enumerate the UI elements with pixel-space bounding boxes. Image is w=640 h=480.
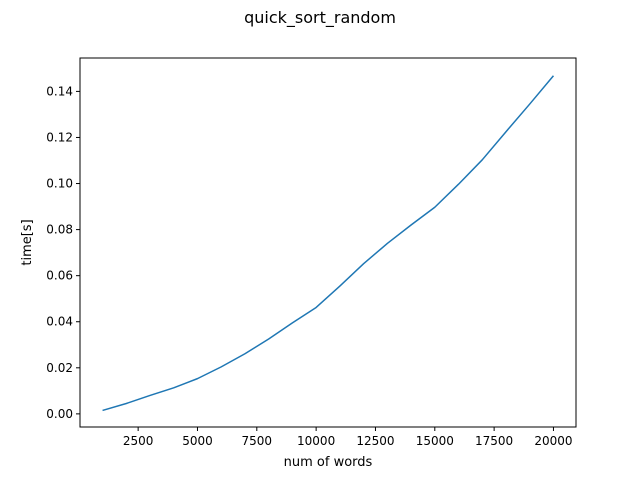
x-tick-label: 2500	[123, 434, 154, 448]
x-tick-label: 5000	[182, 434, 213, 448]
x-axis-ticks: 2500 5000 7500 10000 12500 15000 17500 20000	[123, 427, 573, 448]
axes-frame	[79, 57, 577, 428]
y-tick-label: 0.06	[46, 269, 73, 283]
series-line	[102, 75, 555, 412]
x-tick-label: 10000	[297, 434, 335, 448]
y-axis-ticks: 0.00 0.02 0.04 0.06 0.08 0.10 0.12 0.14	[46, 84, 80, 421]
y-tick-label: 0.08	[46, 223, 73, 237]
x-tick-label: 7500	[242, 434, 273, 448]
x-tick-label: 17500	[475, 434, 513, 448]
chart-title: quick_sort_random	[244, 8, 396, 28]
plot-area	[80, 58, 576, 427]
y-tick-label: 0.10	[46, 177, 73, 191]
y-tick-label: 0.00	[46, 407, 73, 421]
y-axis-label: time[s]	[20, 219, 35, 265]
y-tick-label: 0.04	[46, 315, 73, 329]
series-layer	[102, 75, 555, 412]
y-tick-label: 0.14	[46, 84, 73, 98]
x-tick-label: 15000	[416, 434, 454, 448]
y-tick-label: 0.12	[46, 130, 73, 144]
y-tick-label: 0.02	[46, 361, 73, 375]
x-axis-label: num of words	[284, 455, 373, 470]
x-tick-label: 12500	[356, 434, 394, 448]
x-tick-label: 20000	[534, 434, 572, 448]
